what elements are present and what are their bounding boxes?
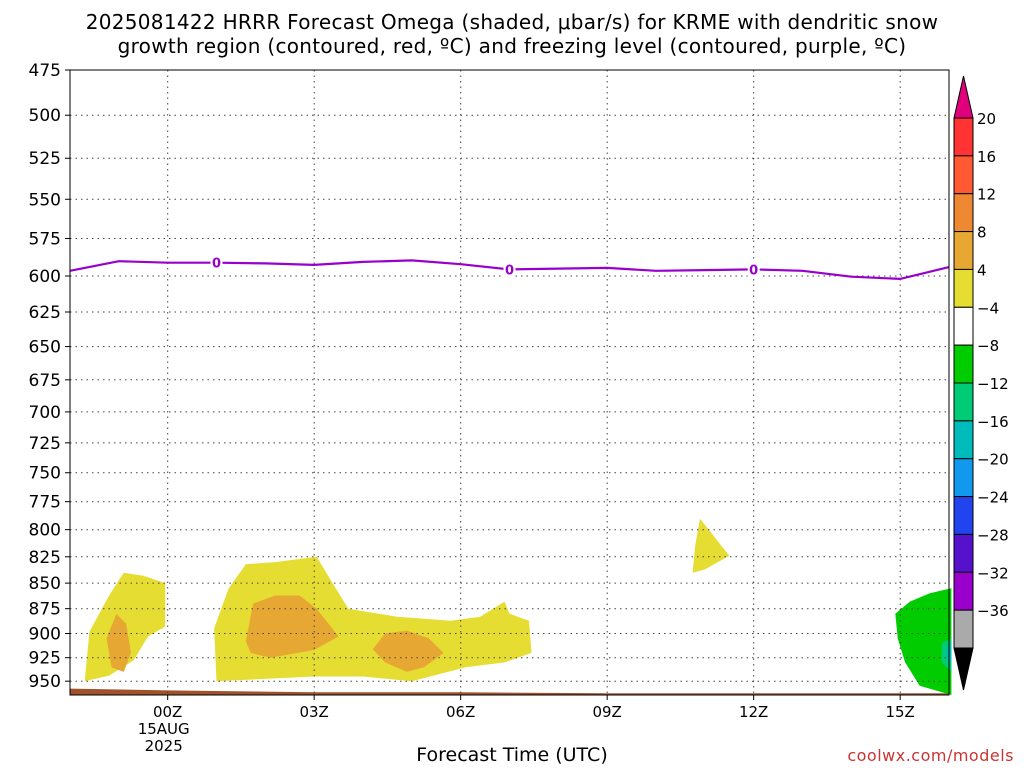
omega-region-3 [245, 595, 339, 658]
y-tick-label-725: 725 [29, 434, 61, 454]
colorbar-label-10: −24 [977, 489, 1009, 507]
y-tick-label-850: 850 [29, 574, 61, 594]
y-tick-label-925: 925 [29, 649, 61, 669]
axes: 475 500 525 550 575 600 625 650 675 700 725 750 775 8… [29, 61, 950, 755]
x-tick-date: 15AUG [138, 720, 190, 738]
colorbar-label-0: 20 [977, 110, 996, 128]
y-tick-label-525: 525 [29, 149, 61, 169]
omega-region-1 [106, 613, 131, 672]
colorbar-label-5: −4 [977, 299, 999, 317]
colorbar-bottom-arrow [953, 647, 974, 691]
x-tick-label-03Z: 03Z [299, 703, 328, 721]
y-tick-label-575: 575 [29, 229, 61, 249]
terrain-layer [70, 688, 949, 695]
colorbar-box-5 [953, 306, 974, 346]
colorbar-label-8: −16 [977, 413, 1009, 431]
colorbar-label-4: 4 [977, 261, 987, 279]
y-tick-label-825: 825 [29, 548, 61, 568]
colorbar-box-10 [953, 496, 974, 535]
omega-region-5 [692, 518, 730, 573]
credit-link[interactable]: coolwx.com/models [847, 746, 1014, 765]
y-tick-label-700: 700 [29, 403, 61, 423]
colorbar-box-1 [953, 155, 974, 195]
y-tick-label-500: 500 [29, 106, 61, 126]
colorbar-box-7 [953, 382, 974, 422]
y-tick-label-650: 650 [29, 338, 61, 358]
freezing-label-bg-1 [503, 261, 516, 278]
freezing-level-label-2: 0 [749, 263, 758, 278]
chart-title-line-2: growth region (contoured, red, ºC) and f… [117, 34, 907, 58]
y-tick-label-950: 950 [29, 672, 61, 692]
terrain-fill [70, 688, 949, 695]
x-tick-label-12Z: 12Z [739, 703, 768, 721]
plot-frame [69, 69, 950, 696]
colorbar-box-13 [953, 609, 974, 649]
grid-lines [70, 69, 949, 695]
omega-region-6 [895, 588, 952, 695]
y-tick-label-600: 600 [29, 267, 61, 287]
x-tick-label-06Z: 06Z [446, 703, 475, 721]
freezing-level-layer: 0 0 0 [69, 254, 950, 281]
freezing-label-bg-0 [210, 254, 223, 271]
y-tick-label-550: 550 [29, 190, 61, 210]
y-tick-label-675: 675 [29, 371, 61, 391]
colorbar-label-1: 16 [977, 148, 996, 166]
colorbar-box-9 [953, 458, 974, 498]
colorbar-box-4 [953, 268, 974, 308]
omega-shaded-regions [84, 518, 952, 695]
colorbar-box-8 [953, 420, 974, 460]
x-tick-label-00Z: 00Z [153, 703, 182, 721]
chart-title-line-1: 2025081422 HRRR Forecast Omega (shaded, … [85, 10, 939, 34]
colorbar-label-12: −32 [977, 564, 1009, 582]
colorbar-box-11 [953, 533, 974, 573]
colorbar-box-3 [953, 231, 974, 270]
colorbar-label-2: 12 [977, 186, 996, 204]
colorbar-label-3: 8 [977, 224, 987, 242]
colorbar-box-6 [953, 344, 974, 384]
x-axis-label: Forecast Time (UTC) [416, 744, 608, 766]
colorbar-box-0 [953, 117, 974, 157]
colorbar-top-arrow [953, 75, 974, 119]
x-tick-year: 2025 [145, 737, 183, 755]
freezing-level-label-1: 0 [505, 263, 514, 278]
y-tick-label-800: 800 [29, 521, 61, 541]
colorbar-label-6: −8 [977, 337, 999, 355]
y-tick-label-625: 625 [29, 303, 61, 323]
colorbar-box-12 [953, 571, 974, 611]
x-tick-label-09Z: 09Z [592, 703, 621, 721]
freezing-label-bg-2 [747, 261, 760, 278]
y-tick-label-775: 775 [29, 493, 61, 513]
y-tick-label-475: 475 [29, 61, 61, 81]
x-tick-label-15Z: 15Z [885, 703, 914, 721]
colorbar: 20 16 12 8 4 −4 −8 −12 −16 −20 −24 −28 −32 −36 [953, 75, 1009, 691]
colorbar-label-9: −20 [977, 451, 1009, 469]
y-tick-label-750: 750 [29, 464, 61, 484]
freezing-level-label-0: 0 [212, 257, 221, 272]
colorbar-label-11: −28 [977, 526, 1009, 544]
y-tick-label-900: 900 [29, 625, 61, 645]
omega-region-4 [372, 630, 444, 672]
colorbar-box-2 [953, 193, 974, 233]
colorbar-label-7: −12 [977, 375, 1009, 393]
colorbar-label-13: −36 [977, 602, 1009, 620]
y-tick-label-875: 875 [29, 600, 61, 620]
